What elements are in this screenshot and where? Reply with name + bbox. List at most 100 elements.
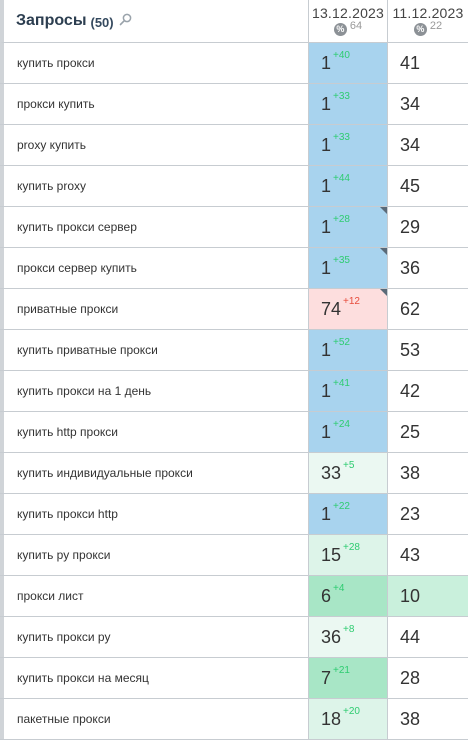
position-change: +33 [333,132,350,143]
query-cell[interactable]: купить прокси http [0,494,309,534]
queries-header[interactable]: Запросы (50) [0,0,309,43]
query-cell[interactable]: купить прокси на месяц [0,658,309,698]
query-cell[interactable]: прокси сервер купить [0,248,309,288]
position-cell-current[interactable]: 1 +22 [308,494,387,534]
query-cell[interactable]: купить прокси [0,43,309,83]
position-change: +28 [333,214,350,225]
table-row[interactable]: купить http прокси 1 +24 25 [0,412,468,453]
table-row[interactable]: купить индивидуальные прокси 33 +5 38 [0,453,468,494]
column-count: 64 [349,19,363,32]
queries-count: (50) [90,14,114,30]
position-cell-current[interactable]: 74 +12 [308,289,387,329]
position-cell-current[interactable]: 18 +20 [308,699,387,739]
query-cell[interactable]: купить прокси на 1 день [0,371,309,411]
position-change: +41 [333,378,350,389]
table-row[interactable]: прокси лист 6 +4 10 [0,576,468,617]
position-cell-previous[interactable]: 44 [387,617,468,657]
position-value: 38 [400,708,421,729]
position-cell-current[interactable]: 1 +52 [308,330,387,370]
position-cell-previous[interactable]: 34 [387,125,468,165]
date-column-header[interactable]: 13.12.2023 % 64 [308,0,387,43]
table-row[interactable]: купить прокси 1 +40 41 [0,43,468,84]
percent-icon[interactable]: % [333,23,347,36]
position-cell-previous[interactable]: 23 [387,494,468,534]
position-cell-previous[interactable]: 36 [387,248,468,288]
position-cell-previous[interactable]: 42 [387,371,468,411]
position-cell-previous[interactable]: 45 [387,166,468,206]
query-cell[interactable]: пакетные прокси [0,699,309,739]
position-cell-previous[interactable]: 53 [387,330,468,370]
position-change: +52 [333,337,350,348]
position-cell-previous[interactable]: 25 [387,412,468,452]
position-cell-current[interactable]: 33 +5 [308,453,387,493]
table-row[interactable]: прокси сервер купить 1 +35 36 [0,248,468,289]
table-row[interactable]: купить proxy 1 +44 45 [0,166,468,207]
corner-flag-icon [380,289,387,296]
position-cell-current[interactable]: 1 +35 [308,248,387,288]
table-row[interactable]: купить прокси на 1 день 1 +41 42 [0,371,468,412]
position-value: 6 [321,585,332,606]
column-date: 11.12.2023 [392,5,464,21]
table-row[interactable]: пакетные прокси 18 +20 38 [0,699,468,740]
position-cell-current[interactable]: 1 +33 [308,125,387,165]
position-cell-current[interactable]: 1 +40 [308,43,387,83]
position-cell-previous[interactable]: 43 [387,535,468,575]
table-row[interactable]: купить ру прокси 15 +28 43 [0,535,468,576]
position-cell-previous[interactable]: 41 [387,43,468,83]
position-value: 1 [321,216,332,237]
table-row[interactable]: купить прокси сервер 1 +28 29 [0,207,468,248]
position-change: +35 [333,255,350,266]
position-cell-current[interactable]: 36 +8 [308,617,387,657]
position-cell-current[interactable]: 15 +28 [308,535,387,575]
position-change: +12 [343,296,360,307]
query-cell[interactable]: купить приватные прокси [0,330,309,370]
position-cell-previous[interactable]: 29 [387,207,468,247]
query-cell[interactable]: купить прокси ру [0,617,309,657]
position-value: 1 [321,175,332,196]
corner-flag-icon [380,248,387,255]
query-cell[interactable]: купить ру прокси [0,535,309,575]
query-cell[interactable]: прокси лист [0,576,309,616]
position-value: 28 [400,667,421,688]
position-cell-previous[interactable]: 10 [387,576,468,616]
position-cell-previous[interactable]: 34 [387,84,468,124]
position-cell-current[interactable]: 1 +33 [308,84,387,124]
table-row[interactable]: прокси купить 1 +33 34 [0,84,468,125]
search-icon[interactable] [119,13,132,31]
position-value: 7 [321,667,332,688]
table-row[interactable]: купить прокси на месяц 7 +21 28 [0,658,468,699]
position-cell-current[interactable]: 1 +41 [308,371,387,411]
table-row[interactable]: proxy купить 1 +33 34 [0,125,468,166]
percent-icon[interactable]: % [413,23,427,36]
table-row[interactable]: купить прокси ру 36 +8 44 [0,617,468,658]
query-cell[interactable]: прокси купить [0,84,309,124]
table-row[interactable]: приватные прокси 74 +12 62 [0,289,468,330]
position-value: 33 [321,462,342,483]
position-cell-previous[interactable]: 62 [387,289,468,329]
query-cell[interactable]: приватные прокси [0,289,309,329]
position-value: 1 [321,134,332,155]
query-cell[interactable]: proxy купить [0,125,309,165]
position-change: +20 [343,706,360,717]
position-cell-current[interactable]: 7 +21 [308,658,387,698]
query-cell[interactable]: купить прокси сервер [0,207,309,247]
corner-flag-icon [380,207,387,214]
position-cell-current[interactable]: 1 +24 [308,412,387,452]
query-cell[interactable]: купить индивидуальные прокси [0,453,309,493]
position-cell-previous[interactable]: 38 [387,699,468,739]
date-column-header[interactable]: 11.12.2023 % 22 [387,0,468,43]
position-change: +21 [333,665,350,676]
table-row[interactable]: купить прокси http 1 +22 23 [0,494,468,535]
query-cell[interactable]: купить http прокси [0,412,309,452]
query-cell[interactable]: купить proxy [0,166,309,206]
position-value: 15 [321,544,342,565]
table-row[interactable]: купить приватные прокси 1 +52 53 [0,330,468,371]
position-value: 36 [321,626,342,647]
position-value: 1 [321,339,332,360]
position-cell-previous[interactable]: 38 [387,453,468,493]
position-value: 34 [400,134,421,155]
position-cell-current[interactable]: 1 +44 [308,166,387,206]
position-cell-current[interactable]: 6 +4 [308,576,387,616]
position-cell-current[interactable]: 1 +28 [308,207,387,247]
position-cell-previous[interactable]: 28 [387,658,468,698]
